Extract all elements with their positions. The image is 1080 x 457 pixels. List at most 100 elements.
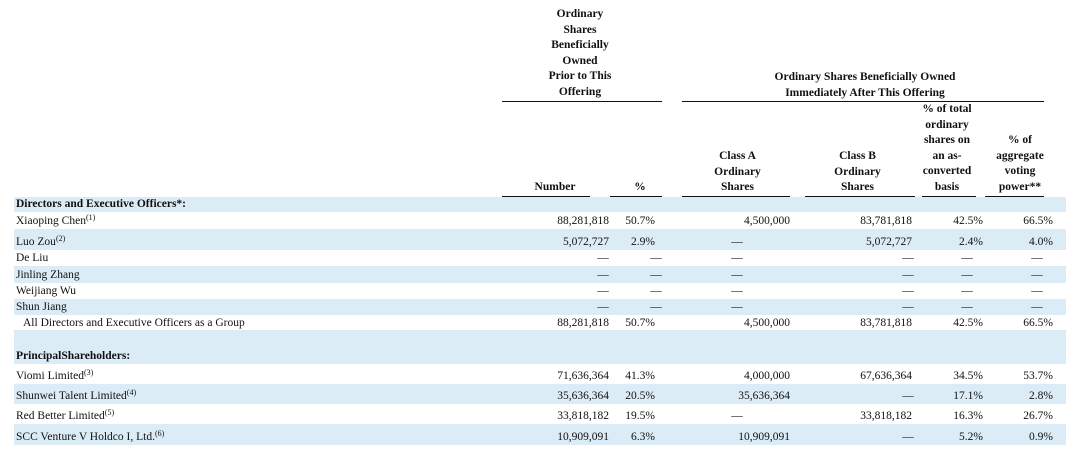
header-rule-prior xyxy=(502,101,662,102)
cell-voting: — xyxy=(1031,269,1043,281)
header-rule-after xyxy=(682,101,1044,102)
cell-pct-total: — xyxy=(961,252,973,264)
footnote-ref: (2) xyxy=(55,234,66,243)
cell-number: 35,636,364 xyxy=(557,390,609,402)
rule-class-a xyxy=(682,196,790,197)
header-class-a: Class A Ordinary Shares xyxy=(714,150,761,194)
rule-number xyxy=(502,196,590,197)
row-name-text: Luo Zou xyxy=(16,236,56,248)
cell-pct: 20.5% xyxy=(625,390,655,402)
cell-voting: — xyxy=(1031,301,1043,313)
cell-pct-total: 34.5% xyxy=(953,370,983,382)
cell-pct: 50.7% xyxy=(625,317,655,329)
section-directors-row: Directors and Executive Officers*: xyxy=(14,197,1066,212)
cell-pct-total: 5.2% xyxy=(959,431,983,443)
cell-class-a: — xyxy=(731,410,743,422)
row-name: Shunwei Talent Limited(4) xyxy=(16,389,136,403)
cell-number: 10,909,091 xyxy=(557,431,609,443)
footnote-ref: (4) xyxy=(126,388,137,397)
table-row: Shun Jiang — — — — — — xyxy=(14,299,1066,315)
row-name: Jinling Zhang xyxy=(16,268,80,282)
cell-class-a: — xyxy=(731,252,743,264)
row-name: Shun Jiang xyxy=(16,300,67,314)
row-name-text: Jinling Zhang xyxy=(16,269,80,281)
cell-class-b: — xyxy=(902,285,914,297)
row-name-text: De Liu xyxy=(16,252,49,264)
cell-pct-total: — xyxy=(961,301,973,313)
table-row: Weijiang Wu — — — — — — xyxy=(14,283,1066,299)
header-pct-total: % of total ordinary shares on an as- con… xyxy=(922,103,972,193)
table-row: Xiaoping Chen(1) 88,281,818 50.7% 4,500,000… xyxy=(14,212,1066,229)
cell-pct: 50.7% xyxy=(625,215,655,227)
table-row: Shunwei Talent Limited(4) 35,636,364 20.5%… xyxy=(14,384,1066,404)
header-percent: % xyxy=(634,181,646,193)
footnote-ref: (3) xyxy=(83,368,94,377)
cell-pct-total: — xyxy=(961,285,973,297)
cell-class-a: 10,909,091 xyxy=(738,431,790,443)
cell-number: — xyxy=(597,285,609,297)
cell-number: 88,281,818 xyxy=(557,215,609,227)
cell-voting: 4.0% xyxy=(1029,236,1053,248)
row-name: Luo Zou(2) xyxy=(16,235,65,249)
cell-voting: 66.5% xyxy=(1023,215,1053,227)
row-name-text: Shunwei Talent Limited xyxy=(16,390,127,402)
cell-class-a: — xyxy=(731,285,743,297)
row-name: De Liu xyxy=(16,251,48,265)
cell-pct: 41.3% xyxy=(625,370,655,382)
cell-class-b: — xyxy=(902,390,914,402)
table-row: Jinling Zhang — — — — — — xyxy=(14,266,1066,283)
cell-number: 5,072,727 xyxy=(563,236,609,248)
cell-pct-total: 42.5% xyxy=(953,317,983,329)
table-row: De Liu — — — — — — xyxy=(14,250,1066,266)
cell-pct: 2.9% xyxy=(631,236,655,248)
cell-voting: 0.9% xyxy=(1029,431,1053,443)
rule-pct-total xyxy=(922,196,976,197)
table-row: SCC Venture V Holdco I, Ltd.(6) 10,909,09… xyxy=(14,424,1066,445)
cell-class-b: — xyxy=(902,269,914,281)
rule-voting xyxy=(985,196,1044,197)
cell-class-a: — xyxy=(731,269,743,281)
cell-voting: 53.7% xyxy=(1023,370,1053,382)
header-voting-power: % of aggregate voting power** xyxy=(996,134,1044,193)
cell-voting: 26.7% xyxy=(1023,410,1053,422)
row-name: Weijiang Wu xyxy=(16,284,76,298)
cell-number: — xyxy=(597,252,609,264)
cell-pct-total: 16.3% xyxy=(953,410,983,422)
row-name-text: SCC Venture V Holdco I, Ltd. xyxy=(16,431,155,443)
cell-class-a: 35,636,364 xyxy=(738,390,790,402)
cell-class-a: 4,000,000 xyxy=(744,370,790,382)
cell-pct-total: — xyxy=(961,269,973,281)
cell-voting: 2.8% xyxy=(1029,390,1053,402)
row-name: All Directors and Executive Officers as … xyxy=(23,316,245,330)
cell-class-b: 67,636,364 xyxy=(860,370,912,382)
cell-pct: — xyxy=(650,285,662,297)
cell-class-b: 33,818,182 xyxy=(860,410,912,422)
row-name-text: Xiaoping Chen xyxy=(16,215,86,227)
cell-class-b: 83,781,818 xyxy=(860,317,912,329)
row-name: Red Better Limited(5) xyxy=(16,409,114,423)
row-name-text: Viomi Limited xyxy=(16,370,84,382)
header-class-b: Class B Ordinary Shares xyxy=(834,150,881,194)
cell-pct-total: 17.1% xyxy=(953,390,983,402)
cell-number: 33,818,182 xyxy=(557,410,609,422)
cell-class-a: — xyxy=(731,301,743,313)
cell-class-b: — xyxy=(902,252,914,264)
cell-pct: — xyxy=(650,269,662,281)
header-number: Number xyxy=(534,181,576,193)
header-after-offering: Ordinary Shares Beneficially Owned Immed… xyxy=(774,71,956,99)
cell-number: 71,636,364 xyxy=(557,370,609,382)
cell-voting: — xyxy=(1031,285,1043,297)
cell-voting: 66.5% xyxy=(1023,317,1053,329)
footnote-ref: (1) xyxy=(85,213,96,222)
table-row: All Directors and Executive Officers as … xyxy=(14,315,1066,331)
row-name-text: Weijiang Wu xyxy=(16,285,77,297)
cell-pct: — xyxy=(650,252,662,264)
cell-number: 88,281,818 xyxy=(557,317,609,329)
table-row: Viomi Limited(3) 71,636,364 41.3% 4,000,000… xyxy=(14,364,1066,384)
section-label: Directors and Executive Officers*: xyxy=(16,198,187,210)
cell-class-b: 5,072,727 xyxy=(866,236,912,248)
cell-class-a: 4,500,000 xyxy=(744,215,790,227)
cell-pct: — xyxy=(650,301,662,313)
row-name: Xiaoping Chen(1) xyxy=(16,214,95,228)
cell-number: — xyxy=(597,301,609,313)
